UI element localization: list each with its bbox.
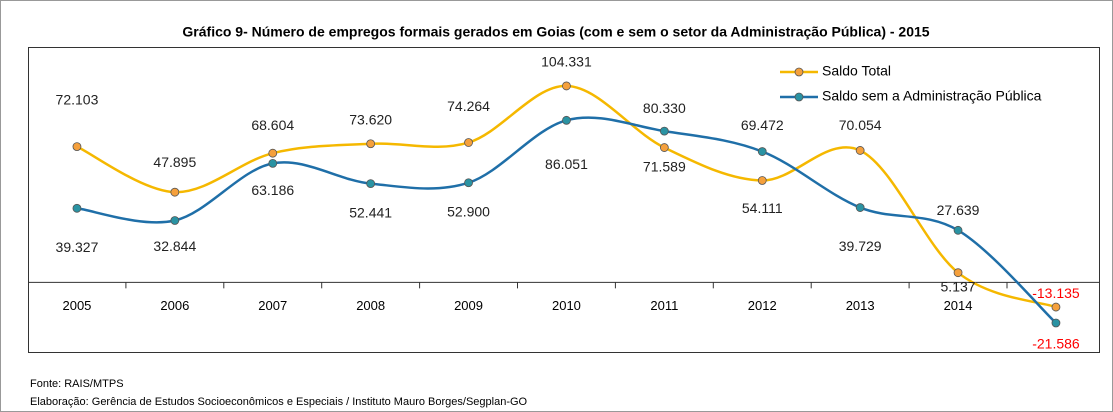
x-tick-label: 2010 <box>552 298 581 313</box>
series-line <box>76 84 1057 309</box>
plot-area <box>28 47 1100 353</box>
legend-marker <box>794 67 804 77</box>
data-label: -21.586 <box>1032 336 1080 352</box>
data-label: 80.330 <box>643 100 686 116</box>
data-label: 71.589 <box>643 158 686 174</box>
marker <box>757 176 767 185</box>
data-label: 86.051 <box>545 156 588 172</box>
marker <box>366 139 376 149</box>
x-tick-label: 2011 <box>650 298 678 313</box>
legend-label: Saldo sem a Administração Pública <box>822 88 1042 104</box>
marker <box>659 143 669 152</box>
credit: Elaboração: Gerência de Estudos Socioeco… <box>30 396 528 408</box>
marker <box>562 81 571 91</box>
data-label: 39.729 <box>839 238 882 254</box>
x-tick-label: 2012 <box>748 298 777 313</box>
legend-marker <box>794 92 804 102</box>
x-tick-label: 2014 <box>944 298 973 313</box>
data-label: 27.639 <box>937 202 980 218</box>
marker <box>464 178 473 188</box>
data-label: 69.472 <box>741 117 784 133</box>
legend-label: Saldo Total <box>822 63 891 79</box>
marker <box>464 138 473 147</box>
x-tick-label: 2007 <box>258 298 287 313</box>
source: Fonte: RAIS/MTPS <box>30 378 124 390</box>
x-tick-label: 2005 <box>62 298 91 313</box>
data-label: 104.331 <box>541 54 592 70</box>
marker <box>855 146 865 155</box>
x-tick-label: 2006 <box>160 298 189 313</box>
marker <box>659 126 669 136</box>
x-tick-label: 2013 <box>846 298 875 313</box>
marker <box>1051 318 1061 328</box>
data-label: 52.441 <box>349 204 392 220</box>
marker <box>757 147 767 156</box>
data-label: 70.054 <box>839 117 882 133</box>
marker <box>1051 302 1061 312</box>
x-tick-label: 2009 <box>454 298 483 313</box>
marker <box>170 216 180 225</box>
marker <box>366 179 376 189</box>
marker <box>268 158 278 168</box>
data-label: 32.844 <box>153 238 196 254</box>
data-label: -13.135 <box>1032 285 1080 301</box>
marker <box>953 225 963 235</box>
data-label: 73.620 <box>349 111 392 127</box>
marker <box>170 187 180 197</box>
marker <box>72 203 82 213</box>
chart-title: Gráfico 9- Número de empregos formais ge… <box>182 24 929 40</box>
marker <box>268 148 278 158</box>
data-label: 54.111 <box>742 200 783 216</box>
data-label: 47.895 <box>153 154 196 170</box>
data-label: 68.604 <box>251 117 294 133</box>
data-label: 74.264 <box>447 98 490 114</box>
x-tick-label: 2008 <box>356 298 385 313</box>
marker <box>855 203 865 212</box>
data-label: 5.137 <box>941 278 976 294</box>
data-label: 63.186 <box>251 182 294 198</box>
marker <box>72 142 82 151</box>
data-label: 52.900 <box>447 203 490 219</box>
data-label: 72.103 <box>56 91 99 107</box>
marker <box>953 268 963 278</box>
data-label: 39.327 <box>56 239 99 255</box>
marker <box>562 115 571 125</box>
